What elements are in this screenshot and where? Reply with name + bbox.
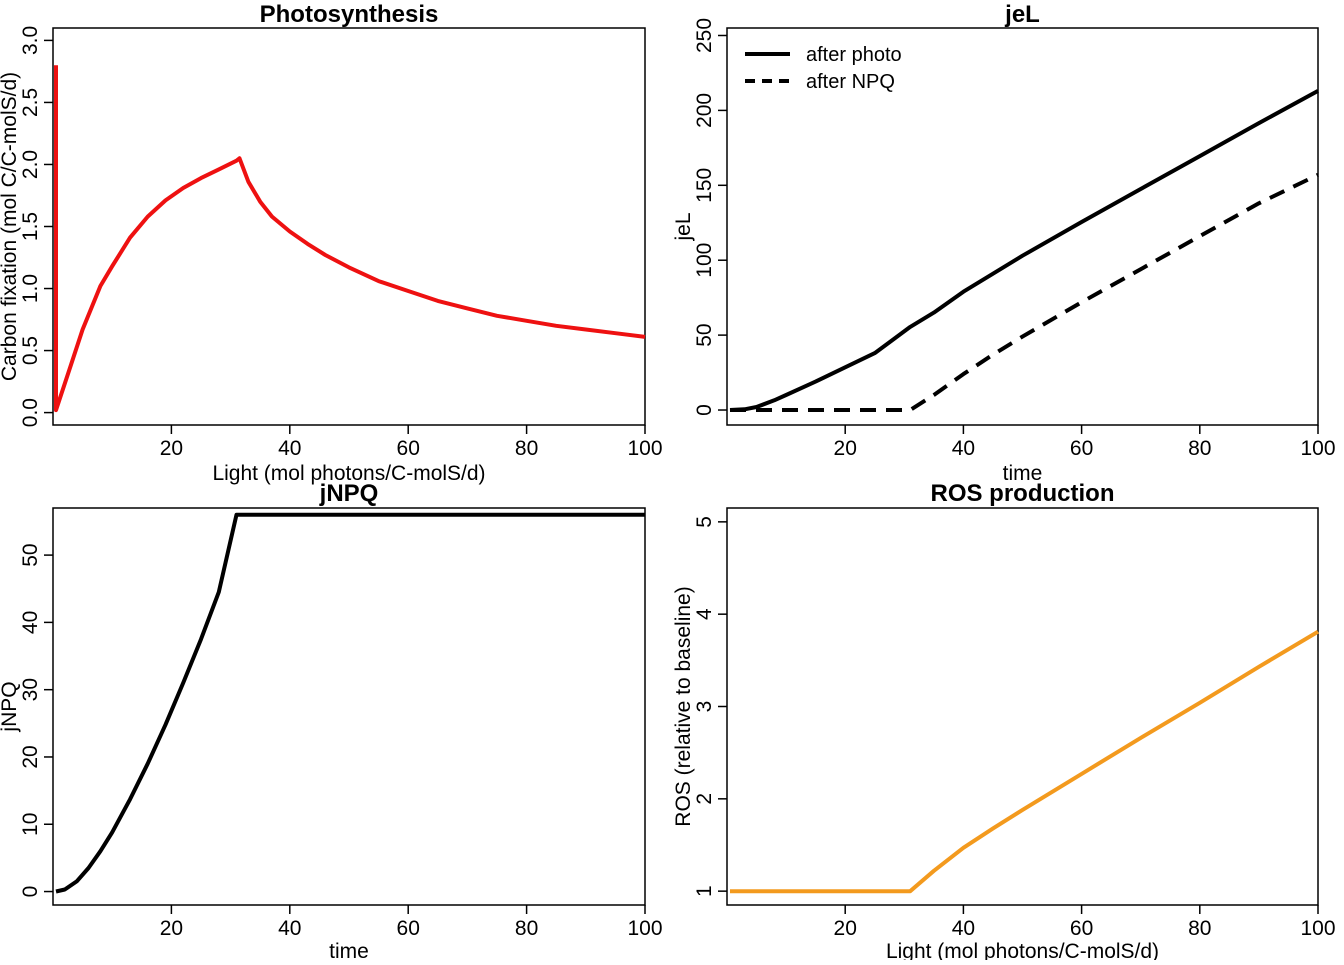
x-axis-label: time <box>1003 462 1043 485</box>
panel-jel: 20 40 60 80 100 0 50 100 150 200 250 jeL time jeL afte… <box>672 1 1336 485</box>
x-tick-label: 20 <box>834 917 857 940</box>
y-tick-label: 3 <box>693 701 716 713</box>
y-tick-label: 20 <box>19 745 42 768</box>
y-tick-label: 2.5 <box>19 88 42 117</box>
x-tick-label: 100 <box>1300 437 1335 460</box>
x-tick-label: 20 <box>834 437 857 460</box>
panel-jnpq: 20 40 60 80 100 0 10 20 30 40 50 jNPQ time jNPQ <box>0 480 663 963</box>
y-tick-label: 1.0 <box>19 274 42 303</box>
y-tick-label: 4 <box>693 608 716 620</box>
y-tick-label: 2.0 <box>19 150 42 179</box>
x-tick-label: 40 <box>952 437 975 460</box>
series-line-series-1 <box>54 65 646 413</box>
chart-title: jeL <box>1004 1 1040 28</box>
y-axis-label: jeL <box>672 212 695 241</box>
x-tick-label: 20 <box>160 437 183 460</box>
legend-label: after photo <box>806 44 902 66</box>
x-tick-label: 60 <box>1070 917 1093 940</box>
series-line-after-npq <box>730 172 1319 412</box>
y-axis-label: jNPQ <box>0 681 21 732</box>
plot-frame <box>726 507 1319 906</box>
y-tick-label: 30 <box>19 678 42 701</box>
y-tick-label: 10 <box>19 813 42 836</box>
x-axis-label: Light (mol photons/C-molS/d) <box>212 462 485 485</box>
y-tick-label: 0 <box>693 404 716 416</box>
y-tick-label: 2 <box>693 793 716 805</box>
chart-title: jNPQ <box>319 480 379 507</box>
y-axis-label: ROS (relative to baseline) <box>672 586 695 826</box>
series-line-series-1 <box>55 512 645 894</box>
x-tick-label: 40 <box>952 917 975 940</box>
plot-frame <box>52 507 646 906</box>
series-line-series-1 <box>730 629 1320 894</box>
x-tick-label: 40 <box>278 917 301 940</box>
x-tick-label: 20 <box>160 917 183 940</box>
x-tick-label: 60 <box>1070 437 1093 460</box>
plot-frame <box>726 27 1319 426</box>
x-tick-label: 100 <box>627 917 662 940</box>
panel-ros: 20 40 60 80 100 1 2 3 4 5 ROS production Light (mol… <box>672 480 1336 963</box>
x-tick-label: 80 <box>1188 917 1211 940</box>
y-tick-label: 3.0 <box>19 26 42 55</box>
x-tick-label: 60 <box>397 917 420 940</box>
y-tick-label: 250 <box>693 18 716 53</box>
y-tick-label: 50 <box>693 323 716 346</box>
y-tick-label: 1.5 <box>19 212 42 241</box>
series-line-after-photo <box>729 89 1319 412</box>
y-tick-label: 150 <box>693 168 716 203</box>
x-tick-label: 80 <box>515 437 538 460</box>
x-tick-label: 60 <box>397 437 420 460</box>
y-tick-label: 200 <box>693 93 716 128</box>
panel-photosynthesis: 20 40 60 80 100 0.0 0.5 1.0 1.5 2.0 2.5 3.0 Photosyn… <box>0 1 663 485</box>
x-tick-label: 100 <box>1300 917 1335 940</box>
y-tick-label: 0 <box>19 886 42 898</box>
legend-label: after NPQ <box>806 71 895 93</box>
y-tick-label: 100 <box>693 243 716 278</box>
x-axis-label: time <box>329 940 369 960</box>
y-tick-label: 40 <box>19 611 42 634</box>
y-axis-label: Carbon fixation (mol C/C-molS/d) <box>0 72 21 381</box>
y-tick-label: 0.0 <box>19 398 42 427</box>
y-tick-label: 0.5 <box>19 336 42 365</box>
y-tick-label: 1 <box>693 885 716 897</box>
x-tick-label: 80 <box>1188 437 1211 460</box>
y-tick-label: 50 <box>19 543 42 566</box>
x-tick-label: 100 <box>627 437 662 460</box>
x-axis-label: Light (mol photons/C-molS/d) <box>886 940 1159 960</box>
y-tick-label: 5 <box>693 516 716 528</box>
x-tick-label: 40 <box>278 437 301 460</box>
x-tick-label: 80 <box>515 917 538 940</box>
chart-title: Photosynthesis <box>260 1 439 28</box>
chart-title: ROS production <box>931 480 1115 507</box>
